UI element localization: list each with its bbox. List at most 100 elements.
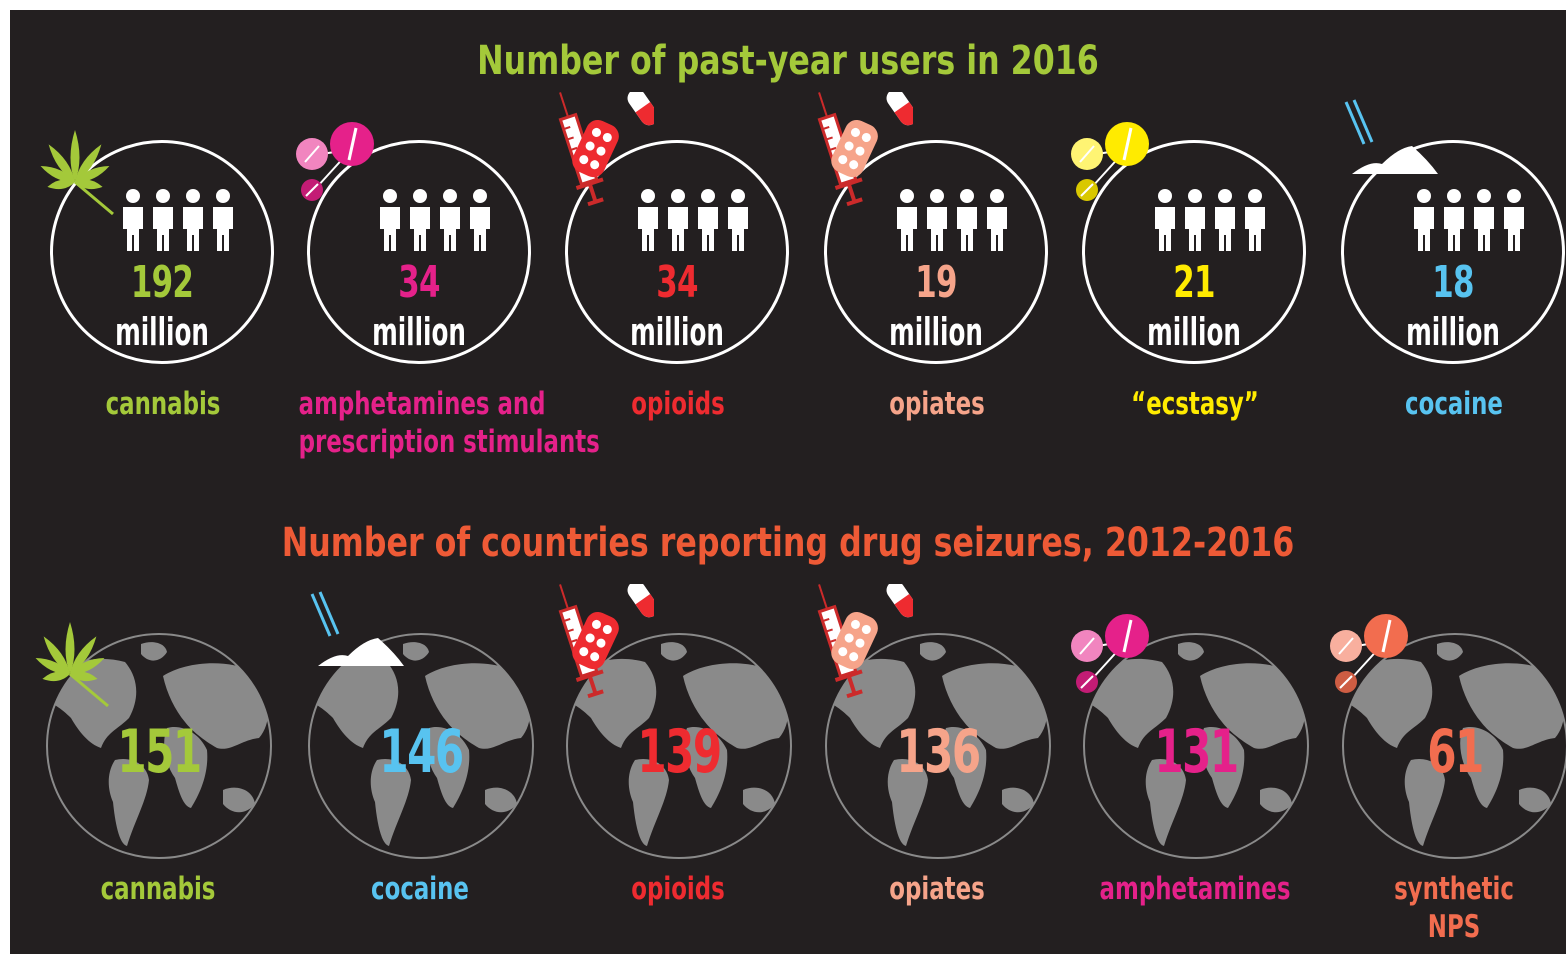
users-unit: million xyxy=(630,310,724,354)
seizure-value: 139 xyxy=(637,717,722,787)
users-unit: million xyxy=(115,310,209,354)
cannabis-leaf-icon xyxy=(35,622,109,708)
drug-icon xyxy=(15,110,125,224)
syringe-capsule-icon xyxy=(817,581,918,699)
globe-icon xyxy=(1342,633,1566,859)
seizure-value: 151 xyxy=(117,717,202,787)
globe-icon xyxy=(566,633,792,859)
users-ring xyxy=(824,140,1048,364)
drug-icon xyxy=(10,602,120,716)
people-group xyxy=(636,188,756,258)
globe xyxy=(307,632,535,860)
people-group xyxy=(121,188,241,258)
pills-icon xyxy=(1330,614,1408,693)
drug-label: cannabis xyxy=(42,385,285,423)
drug-label-line: opioids xyxy=(631,871,725,907)
drug-label-line: NPS xyxy=(1427,909,1481,945)
powder-straw-icon xyxy=(1344,99,1438,174)
drug-label-line: synthetic xyxy=(1394,871,1514,907)
drug-label: synthetic NPS xyxy=(1333,870,1566,946)
drug-label: cocaine xyxy=(299,870,542,908)
users-item: 34 million amphetamines and prescription st… xyxy=(272,122,600,470)
seizure-value: 146 xyxy=(379,717,464,787)
people-group xyxy=(1153,188,1273,258)
users-ring xyxy=(307,140,531,364)
syringe-capsule-icon xyxy=(558,581,659,699)
seizures-section-title: Number of countries reporting drug seizu… xyxy=(281,520,1295,566)
users-value: 18 xyxy=(1432,257,1474,308)
users-item: 18 million cocaine xyxy=(1306,99,1566,470)
cannabis-leaf-icon xyxy=(40,130,114,216)
users-item: 192 million cannabis xyxy=(15,130,285,470)
people-icon xyxy=(123,189,233,251)
drug-label-line: amphetamines and xyxy=(298,386,546,422)
pills-icon xyxy=(1071,614,1149,693)
seizure-value: 136 xyxy=(896,717,981,787)
drug-label-line: cocaine xyxy=(371,871,469,907)
drug-label: opioids xyxy=(557,870,800,908)
drug-label: amphetamines and prescription stimulants xyxy=(298,385,600,461)
people-icon xyxy=(380,189,490,251)
people-group xyxy=(895,188,1015,258)
users-value: 192 xyxy=(130,257,194,308)
globe xyxy=(45,632,273,860)
syringe-capsule-icon xyxy=(817,89,918,207)
seizure-item: 151 cannabis xyxy=(10,622,280,954)
users-unit: million xyxy=(1406,310,1500,354)
drug-label: cocaine xyxy=(1333,385,1566,423)
drug-label: opiates xyxy=(816,385,1059,423)
users-value: 21 xyxy=(1173,257,1215,308)
drug-label-line: amphetamines xyxy=(1099,871,1291,907)
users-section-title: Number of past-year users in 2016 xyxy=(477,38,1099,84)
users-value: 19 xyxy=(915,257,957,308)
seizure-item: 61 synthetic NPS xyxy=(1306,614,1566,954)
seizure-value: 131 xyxy=(1154,717,1239,787)
globe-icon xyxy=(308,633,534,859)
drug-icon xyxy=(544,581,659,718)
users-item: 21 million “ecstasy” xyxy=(1047,122,1317,470)
drug-label: “ecstasy” xyxy=(1074,385,1317,423)
drug-label-line: opiates xyxy=(889,871,985,907)
drug-icon xyxy=(544,89,659,226)
drug-label: opioids xyxy=(557,385,800,423)
globe-icon xyxy=(1083,633,1309,859)
users-ring xyxy=(1341,140,1565,364)
drug-icon xyxy=(803,581,918,718)
users-item: 19 million opiates xyxy=(789,89,1059,470)
globe-icon xyxy=(825,633,1051,859)
drug-icon xyxy=(1067,122,1177,216)
users-unit: million xyxy=(1147,310,1241,354)
people-icon xyxy=(1155,189,1265,251)
drug-label-line: prescription stimulants xyxy=(298,424,600,460)
users-value: 34 xyxy=(398,257,440,308)
globe xyxy=(824,632,1052,860)
users-value: 34 xyxy=(656,257,698,308)
drug-label-line: “ecstasy” xyxy=(1131,386,1259,422)
drug-label: amphetamines xyxy=(1074,870,1317,908)
seizure-value: 61 xyxy=(1427,717,1484,787)
globe xyxy=(1341,632,1566,860)
drug-label-line: opioids xyxy=(631,386,725,422)
people-group xyxy=(1412,188,1532,258)
drug-label-line: cannabis xyxy=(105,386,221,422)
drug-label: opiates xyxy=(816,870,1059,908)
drug-icon xyxy=(308,590,408,674)
drug-label-line: opiates xyxy=(889,386,985,422)
users-unit: million xyxy=(889,310,983,354)
pills-icon xyxy=(1071,122,1149,201)
users-ring xyxy=(50,140,274,364)
pills-icon xyxy=(296,122,374,201)
globe xyxy=(1082,632,1310,860)
drug-icon xyxy=(292,122,402,216)
users-ring xyxy=(1082,140,1306,364)
seizure-item: 136 opiates xyxy=(789,581,1059,954)
powder-straw-icon xyxy=(310,591,404,666)
people-icon xyxy=(897,189,1007,251)
users-ring xyxy=(565,140,789,364)
globe-icon xyxy=(46,633,272,859)
people-icon xyxy=(1414,189,1524,251)
seizure-item: 146 cocaine xyxy=(272,591,542,954)
drug-icon xyxy=(803,89,918,226)
users-item: 34 million opioids xyxy=(530,89,800,470)
drug-icon xyxy=(1067,614,1177,708)
